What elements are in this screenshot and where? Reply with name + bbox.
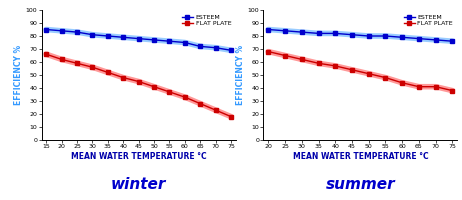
- Y-axis label: EFFICIENCY %: EFFICIENCY %: [236, 45, 245, 105]
- Text: winter: winter: [111, 177, 166, 192]
- Legend: ESTEEM, FLAT PLATE: ESTEEM, FLAT PLATE: [181, 13, 232, 28]
- X-axis label: MEAN WATER TEMPERATURE °C: MEAN WATER TEMPERATURE °C: [292, 152, 428, 161]
- X-axis label: MEAN WATER TEMPERATURE °C: MEAN WATER TEMPERATURE °C: [71, 152, 207, 161]
- Text: summer: summer: [326, 177, 395, 192]
- Y-axis label: EFFICIENCY %: EFFICIENCY %: [14, 45, 23, 105]
- Legend: ESTEEM, FLAT PLATE: ESTEEM, FLAT PLATE: [402, 13, 454, 28]
